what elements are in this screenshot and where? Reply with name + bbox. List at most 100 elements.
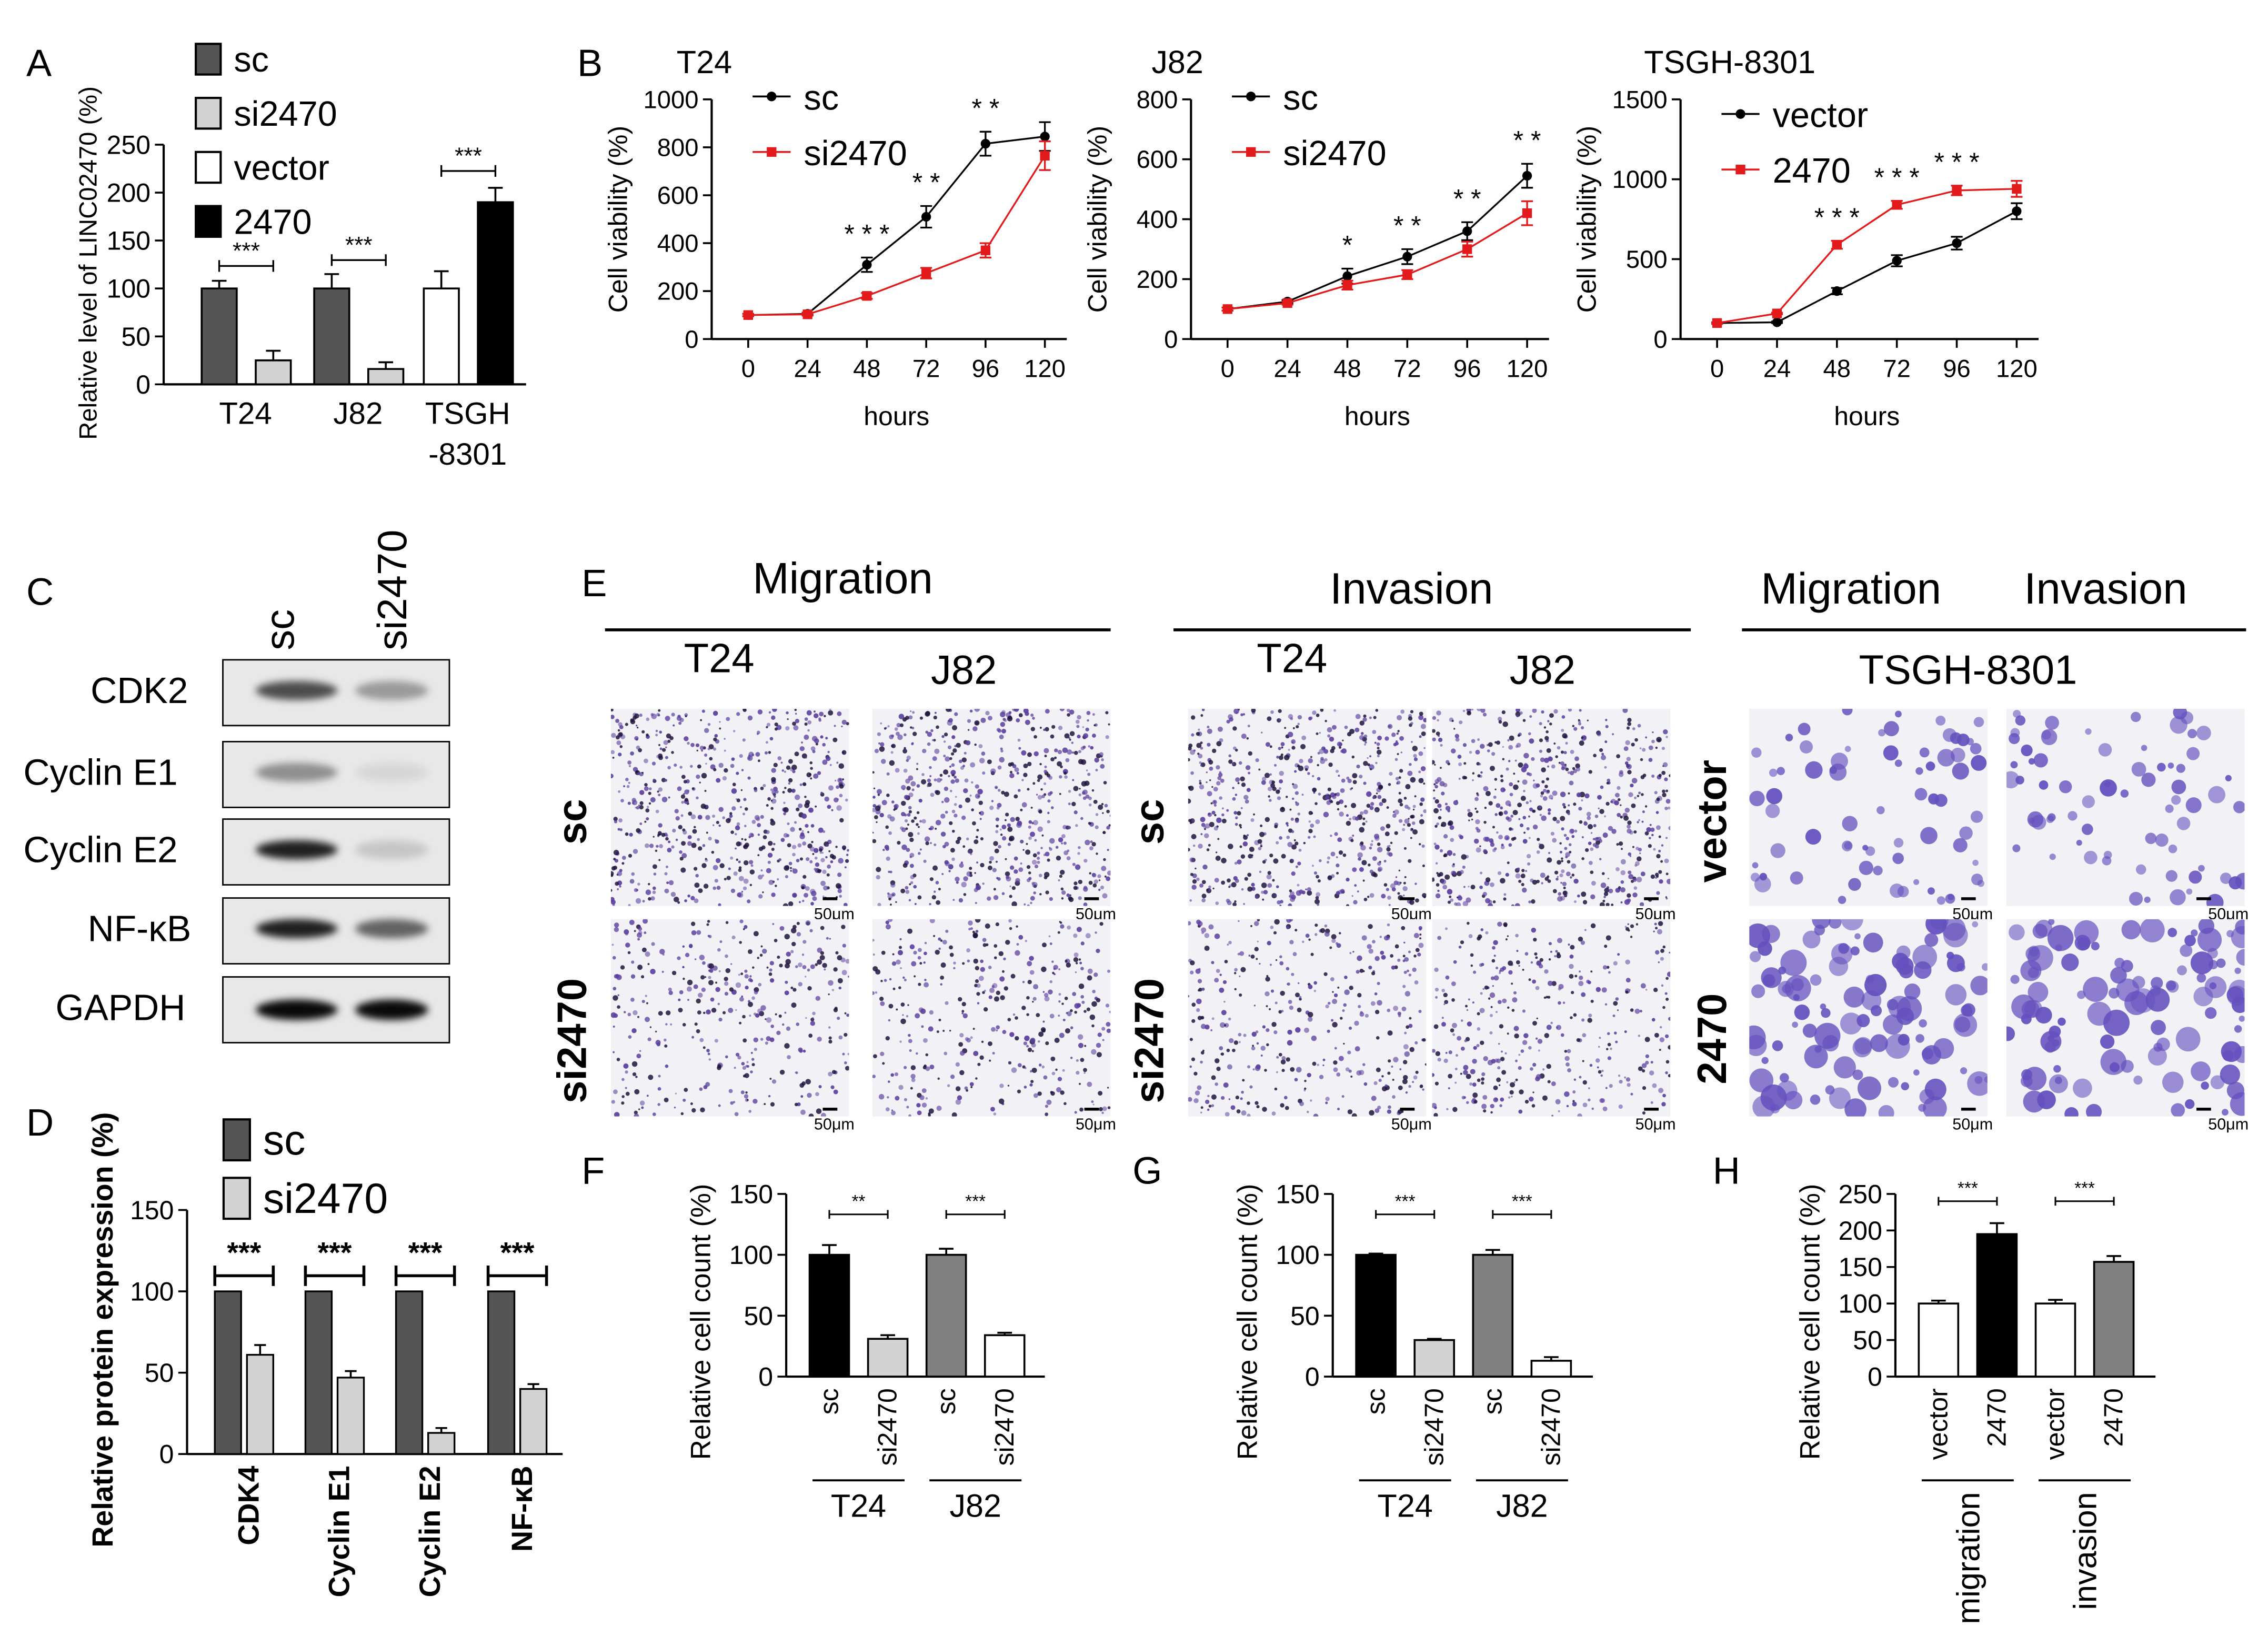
- cell-dot: [661, 970, 664, 973]
- cell-dot: [1299, 1101, 1304, 1106]
- cell-dot: [838, 858, 844, 864]
- cell-dot: [766, 722, 771, 727]
- cell-dot: [634, 930, 636, 932]
- cell-dot: [1315, 819, 1320, 825]
- cell-dot: [908, 1114, 911, 1117]
- cell-dot: [997, 765, 1002, 770]
- cell-dot: [908, 715, 913, 720]
- cell-dot: [984, 989, 986, 992]
- cell-dot: [790, 867, 792, 869]
- cell-dot: [1322, 1058, 1326, 1061]
- cell-dot: [1030, 1038, 1036, 1043]
- cell-dot: [708, 969, 711, 972]
- cell-dot: [1528, 900, 1531, 904]
- cell-dot: [1012, 1013, 1016, 1016]
- cell-dot: [777, 756, 782, 760]
- cell-dot: [1437, 1058, 1441, 1062]
- cell-dot: [798, 827, 802, 831]
- cell-dot: [872, 1075, 876, 1078]
- cell-dot: [935, 827, 937, 830]
- cell-dot: [722, 776, 727, 781]
- cell-dot: [1069, 738, 1071, 741]
- cell-dot: [1073, 810, 1078, 815]
- cell-dot: [1396, 782, 1399, 785]
- cell-dot: [1047, 799, 1051, 803]
- cell-dot: [641, 975, 645, 979]
- cell-dot: [1024, 1035, 1030, 1041]
- cell-dot: [817, 1037, 822, 1042]
- cell-dot: [1508, 960, 1513, 966]
- cell-dot: [1013, 794, 1018, 799]
- cell-dot: [1387, 1030, 1393, 1036]
- cell-dot: [1096, 1052, 1102, 1058]
- cell-dot: [696, 774, 700, 779]
- blot-band: [255, 999, 338, 1020]
- cell-dot: [1386, 888, 1389, 891]
- cell-dot: [810, 767, 813, 770]
- cell-dot: [955, 778, 959, 783]
- cell-dot: [1260, 824, 1263, 827]
- cell-dot: [696, 998, 701, 1004]
- cell-dot: [940, 983, 942, 986]
- panel-b-tsgh-legend-label: 2470: [1773, 152, 1851, 190]
- cell-dot: [787, 788, 792, 793]
- cell-dot: [953, 961, 956, 965]
- cell-dot: [1215, 851, 1218, 854]
- cell-dot: [1363, 897, 1368, 901]
- cell-dot: [1540, 757, 1545, 762]
- cell-dot: [1602, 965, 1608, 970]
- cell-dot: [1277, 796, 1281, 800]
- cell-dot: [1007, 1085, 1010, 1087]
- cell-dot: [1030, 831, 1036, 837]
- cell-dot: [800, 832, 805, 837]
- cell-dot: [1207, 1095, 1210, 1098]
- cell-dot: [1377, 981, 1380, 986]
- cell-dot: [1039, 727, 1042, 729]
- cell-dot: [1200, 817, 1206, 822]
- cell-dot: [1396, 740, 1398, 742]
- cell-dot: [894, 804, 897, 808]
- cell-dot: [1508, 804, 1512, 807]
- cell-dot: [1460, 870, 1464, 874]
- cell-dot: [701, 863, 707, 868]
- cell-dot: [617, 828, 620, 831]
- cell-dot: [1280, 990, 1285, 996]
- panel-letter-b: B: [577, 41, 603, 85]
- cell-dot: [1821, 1008, 1831, 1018]
- cell-dot: [962, 845, 966, 848]
- cell-dot: [1536, 850, 1540, 854]
- cell-dot: [1234, 900, 1237, 903]
- cell-dot: [891, 744, 896, 748]
- cell-dot: [2177, 965, 2187, 976]
- panel-b-t24-point: [980, 138, 991, 149]
- cell-dot: [822, 742, 826, 747]
- cell-dot: [1547, 720, 1550, 722]
- e-row-sc-2: sc: [1127, 799, 1172, 845]
- cell-dot: [2006, 771, 2020, 789]
- cell-dot: [989, 856, 994, 861]
- cell-dot: [902, 863, 908, 868]
- cell-dot: [2136, 864, 2146, 875]
- cell-dot: [1629, 830, 1633, 835]
- cell-dot: [1829, 1087, 1851, 1109]
- cell-dot: [1201, 708, 1205, 711]
- cell-dot: [1639, 852, 1641, 855]
- cell-dot: [889, 760, 895, 766]
- cell-dot: [1301, 794, 1304, 796]
- cell-dot: [1071, 801, 1076, 807]
- cell-dot: [798, 803, 803, 808]
- cell-dot: [1032, 1001, 1034, 1003]
- cell-dot: [1343, 1003, 1347, 1007]
- cell-dot: [768, 711, 771, 714]
- cell-dot: [740, 789, 743, 791]
- cell-dot: [1369, 893, 1374, 898]
- cell-dot: [1082, 745, 1086, 749]
- cell-dot: [1011, 886, 1016, 890]
- cell-dot: [1099, 1107, 1103, 1111]
- cell-dot: [770, 1102, 775, 1107]
- cell-dot: [1015, 1036, 1019, 1041]
- cell-dot: [1656, 797, 1660, 801]
- cell-dot: [888, 831, 892, 835]
- cell-dot: [1042, 991, 1045, 993]
- cell-dot: [922, 748, 927, 754]
